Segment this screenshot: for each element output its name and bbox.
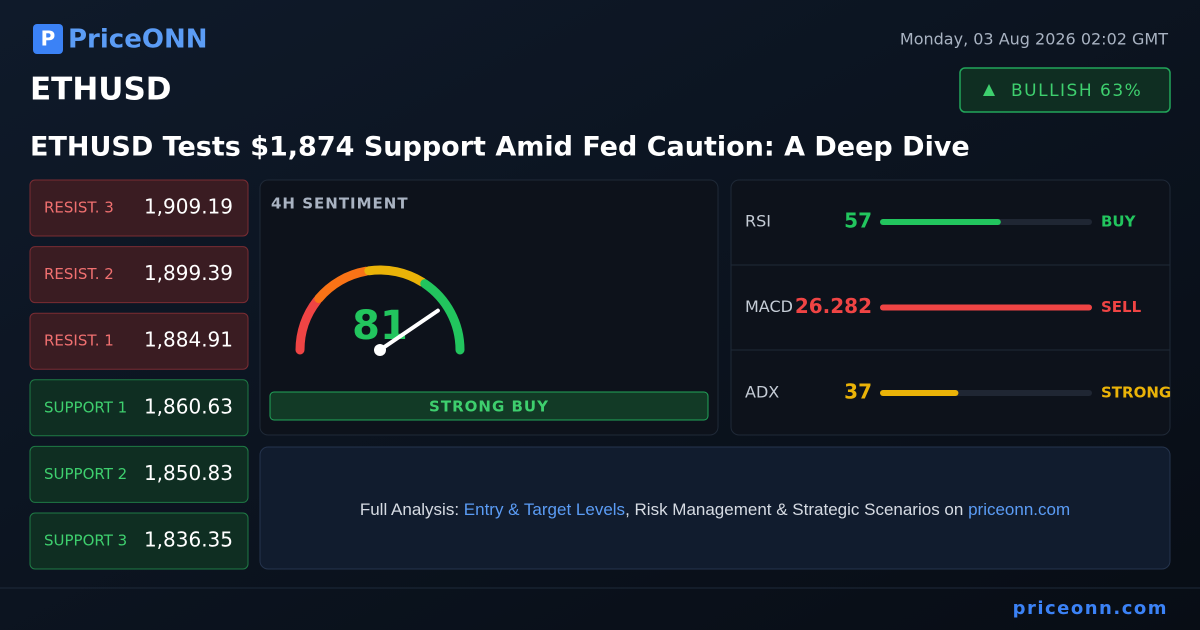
gauge-value: 81 <box>352 303 408 349</box>
level-value: 1,884.91 <box>144 328 233 352</box>
level-box <box>29 512 249 570</box>
level-label: RESIST. 3 <box>44 199 114 217</box>
level-label: SUPPORT 2 <box>44 465 127 483</box>
gauge-needle <box>378 308 440 352</box>
level-label: SUPPORT 3 <box>44 532 127 550</box>
level-label: RESIST. 1 <box>44 332 114 350</box>
level-box <box>29 445 249 503</box>
indicator-value: 57 <box>844 209 872 233</box>
sentiment-panel <box>259 179 719 436</box>
indicator-name: MACD <box>745 297 793 316</box>
date: Monday, 03 Aug 2026 02:02 GMT <box>900 30 1168 49</box>
logo: PriceONN <box>68 25 207 55</box>
gauge-arc <box>420 279 465 355</box>
gauge-hub <box>374 344 386 356</box>
indicator-bar <box>880 304 1092 311</box>
indicator-name: ADX <box>745 383 779 402</box>
level-box <box>29 312 249 370</box>
level-value: 1,836.35 <box>144 528 233 552</box>
indicator-signal: BUY <box>1101 213 1137 231</box>
headline: ETHUSD Tests $1,874 Support Amid Fed Cau… <box>30 132 970 163</box>
level-label: SUPPORT 1 <box>44 398 127 416</box>
level-box <box>29 179 249 237</box>
sentiment-title: 4H SENTIMENT <box>271 195 409 213</box>
level-value: 1,909.19 <box>144 195 233 219</box>
level-box <box>29 379 249 437</box>
level-value: 1,860.63 <box>144 394 233 418</box>
indicator-signal: STRONG <box>1101 384 1171 402</box>
indicator-value: 26.282 <box>795 294 872 318</box>
verdict-box <box>269 391 709 421</box>
indicator-name: RSI <box>745 212 771 231</box>
level-value: 1,899.39 <box>144 261 233 285</box>
cta-lead: Full Analysis: <box>360 500 459 519</box>
symbol: ETHUSD <box>30 72 172 108</box>
gauge-arc <box>364 265 427 287</box>
badge-arrow <box>983 84 995 96</box>
indicator-signal: SELL <box>1101 298 1142 316</box>
footer-site[interactable]: priceonn.com <box>1013 598 1168 619</box>
level-label: RESIST. 2 <box>44 265 114 283</box>
cta-panel[interactable] <box>259 446 1171 570</box>
badge-text: BULLISH 63% <box>1011 81 1142 101</box>
gauge-arc <box>314 266 371 304</box>
logo-icon <box>33 24 63 54</box>
verdict: STRONG BUY <box>429 398 549 416</box>
badge <box>959 67 1171 113</box>
cta-rest: , Risk Management & Strategic Scenarios … <box>625 500 963 519</box>
indicator-value: 37 <box>844 380 872 404</box>
level-box <box>29 246 249 304</box>
level-value: 1,850.83 <box>144 461 233 485</box>
cta-site[interactable]: priceonn.com <box>968 500 1070 519</box>
indicator-bar <box>880 390 959 396</box>
cta[interactable]: Full Analysis: Entry & Target Levels, Ri… <box>360 500 1070 519</box>
cta-highlight[interactable]: Entry & Target Levels <box>464 500 625 519</box>
gauge-arc <box>295 296 322 355</box>
indicator-bar <box>880 219 1001 225</box>
logo-icon-letter: P <box>41 27 56 51</box>
